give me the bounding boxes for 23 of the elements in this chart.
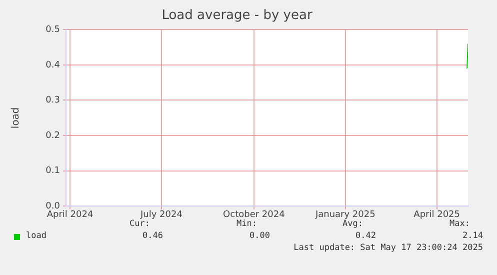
y-tick-label: 0.0 <box>46 202 60 212</box>
y-tick-label: 0.1 <box>46 166 60 176</box>
y-tick-label: 0.5 <box>46 24 60 35</box>
text: 0.00 <box>250 231 270 241</box>
x-tick-label: January 2025 <box>314 210 376 220</box>
x-tick-label: July 2024 <box>140 210 183 220</box>
y-tick-label: 0.2 <box>46 130 60 141</box>
y-tick-label: 0.4 <box>46 60 60 70</box>
text: 2.14 <box>462 231 483 241</box>
text: Last update: Sat May 17 23:00:24 2025 <box>294 243 483 253</box>
text: Max: <box>450 219 470 229</box>
legend-label: load <box>26 231 46 241</box>
chart-title: Load average - by year <box>162 8 313 24</box>
x-tick-label: April 2024 <box>46 210 94 220</box>
text: 0.42 <box>356 231 376 241</box>
x-tick-label: April 2025 <box>414 210 460 220</box>
text: 0.46 <box>142 231 163 241</box>
y-axis-title: load <box>10 107 22 129</box>
x-tick-label: October 2024 <box>223 210 286 220</box>
text: Min: <box>236 219 257 229</box>
text: Avg: <box>342 219 363 229</box>
y-tick-label: 0.3 <box>46 96 60 106</box>
text: Cur: <box>130 219 150 229</box>
